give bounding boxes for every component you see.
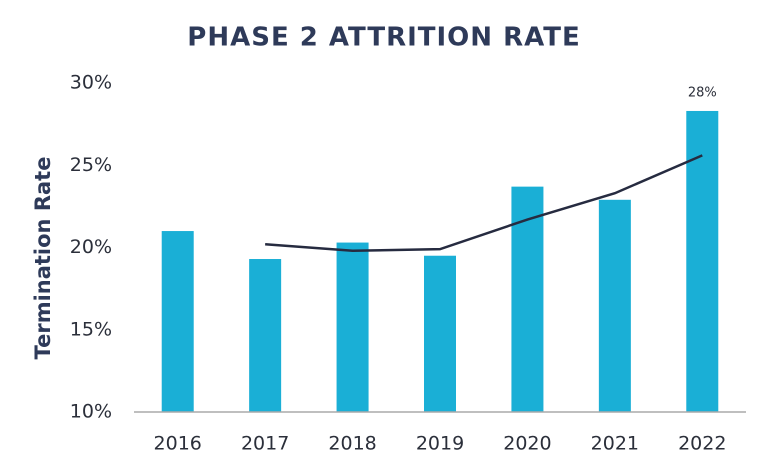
- bar: [598, 199, 631, 412]
- y-tick-label: 10%: [70, 401, 112, 423]
- bar: [161, 231, 194, 412]
- x-tick-label: 2022: [678, 433, 726, 455]
- bar: [249, 259, 282, 412]
- data-label: 28%: [688, 85, 717, 100]
- x-tick-label: 2020: [503, 433, 551, 455]
- y-tick-label: 30%: [70, 72, 112, 94]
- x-tick-label: 2018: [328, 433, 376, 455]
- bar: [336, 242, 369, 412]
- chart-title: PHASE 2 ATTRITION RATE: [187, 23, 580, 53]
- y-tick-label: 15%: [70, 318, 112, 340]
- y-axis-label: Termination Rate: [31, 157, 55, 360]
- x-tick-label: 2021: [591, 433, 639, 455]
- y-tick-label: 25%: [70, 154, 112, 176]
- x-tick-label: 2019: [416, 433, 464, 455]
- trend-line: [265, 154, 703, 253]
- x-tick-label: 2016: [154, 433, 202, 455]
- bar: [424, 255, 456, 412]
- x-tick-label: 2017: [241, 433, 289, 455]
- y-tick-label: 20%: [70, 236, 112, 258]
